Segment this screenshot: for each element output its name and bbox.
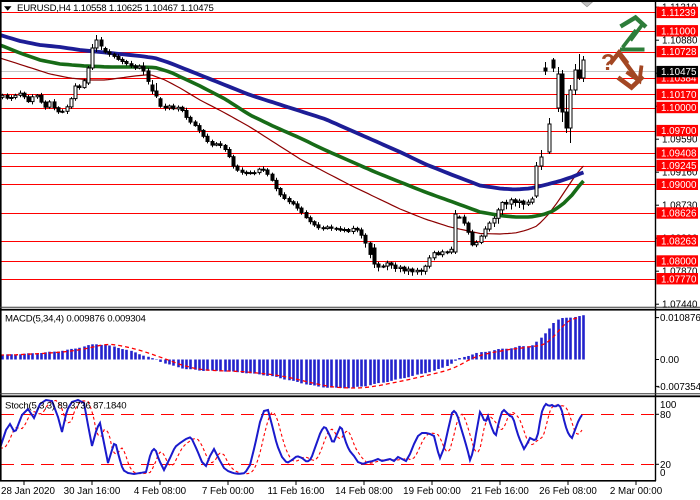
svg-text:21 Feb 16:00: 21 Feb 16:00	[471, 486, 529, 497]
svg-text:1.09408: 1.09408	[661, 149, 697, 160]
svg-text:1.10475: 1.10475	[661, 67, 697, 78]
svg-text:1.09700: 1.09700	[661, 126, 697, 137]
svg-text:80: 80	[660, 410, 671, 421]
svg-text:1.09590: 1.09590	[662, 135, 698, 146]
svg-text:7 Feb 00:00: 7 Feb 00:00	[202, 486, 255, 497]
svg-text:4 Feb 08:00: 4 Feb 08:00	[134, 486, 187, 497]
svg-text:14 Feb 08:00: 14 Feb 08:00	[335, 486, 393, 497]
svg-text:1.07770: 1.07770	[661, 274, 697, 285]
svg-text:EURUSD,H4 1.10558 1.10625 1.1: EURUSD,H4 1.10558 1.10625 1.10467 1.1047…	[17, 3, 214, 14]
svg-text:1.11000: 1.11000	[661, 26, 696, 37]
svg-text:1.09000: 1.09000	[661, 180, 697, 191]
svg-text:1.08626: 1.08626	[661, 209, 697, 220]
svg-text:30 Jan 16:00: 30 Jan 16:00	[64, 486, 121, 497]
svg-text:1.11239: 1.11239	[661, 8, 696, 19]
svg-text:1.10170: 1.10170	[661, 90, 697, 101]
svg-text:0: 0	[660, 468, 666, 479]
svg-text:1.09160: 1.09160	[662, 168, 698, 179]
svg-text:1.08263: 1.08263	[661, 236, 697, 247]
svg-text:1.10880: 1.10880	[662, 36, 698, 47]
svg-text:1.07440: 1.07440	[662, 300, 698, 311]
svg-text:1.09245: 1.09245	[661, 161, 697, 172]
svg-text:1.08000: 1.08000	[661, 257, 697, 268]
svg-text:1.07870: 1.07870	[662, 267, 698, 278]
svg-text:28 Jan 2020: 28 Jan 2020	[1, 486, 55, 497]
svg-text:0.00: 0.00	[660, 355, 680, 366]
svg-text:1.08730: 1.08730	[662, 201, 698, 212]
svg-text:2 Mar 00:00: 2 Mar 00:00	[610, 486, 663, 497]
svg-text:19 Feb 00:00: 19 Feb 00:00	[403, 486, 461, 497]
svg-text:20: 20	[660, 460, 671, 471]
svg-text:26 Feb 08:00: 26 Feb 08:00	[539, 486, 597, 497]
svg-text:11 Feb 16:00: 11 Feb 16:00	[267, 486, 325, 497]
svg-text:100: 100	[660, 400, 677, 411]
svg-text:1.10000: 1.10000	[661, 103, 697, 114]
svg-text:1.10728: 1.10728	[661, 47, 697, 58]
svg-text:1.10384: 1.10384	[661, 74, 697, 85]
svg-text:MACD(5,34,4) 0.009876 0.009304: MACD(5,34,4) 0.009876 0.009304	[5, 314, 147, 325]
svg-text:0.010876: 0.010876	[660, 313, 700, 324]
svg-text:-0.007354: -0.007354	[657, 382, 700, 393]
svg-text:Stoch(5,3,3) 89.3736 87.1840: Stoch(5,3,3) 89.3736 87.1840	[5, 401, 126, 412]
svg-text:?: ?	[601, 49, 615, 75]
